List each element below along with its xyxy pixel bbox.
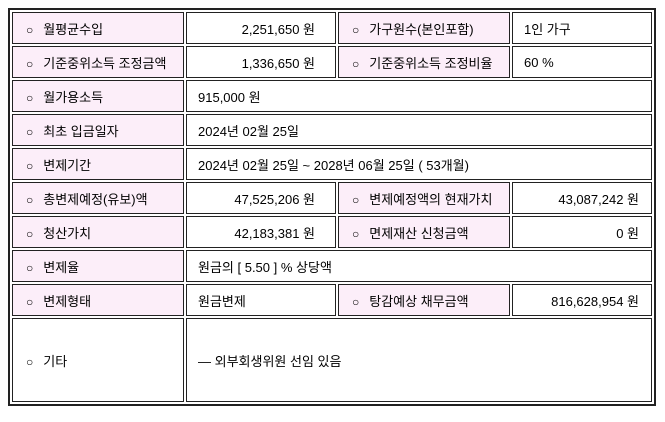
label-text: 기준중위소득 조정비율 bbox=[369, 55, 493, 71]
table-row: ○ 월가용소득 915,000 원 bbox=[12, 80, 652, 112]
circle-bullet-icon: ○ bbox=[352, 294, 360, 309]
circle-bullet-icon: ○ bbox=[352, 22, 360, 37]
table-row: ○ 최초 입금일자 2024년 02월 25일 bbox=[12, 114, 652, 146]
circle-bullet-icon: ○ bbox=[352, 56, 360, 71]
value-median-income-adjust-amount: 1,336,650 원 bbox=[186, 46, 336, 78]
label-text: 변제율 bbox=[43, 259, 80, 275]
value-monthly-avg-income: 2,251,650 원 bbox=[186, 12, 336, 44]
value-repayment-period: 2024년 02월 25일 ~ 2028년 06월 25일 ( 53개월) bbox=[186, 148, 652, 180]
table-row: ○ 총변제예정(유보)액 47,525,206 원 ○ 변제예정액의 현재가치 43… bbox=[12, 182, 652, 214]
label-text: 탕감예상 채무금액 bbox=[369, 293, 469, 309]
label-repayment-rate: ○ 변제율 bbox=[12, 250, 184, 282]
repayment-plan-summary-table: ○ 월평균수입 2,251,650 원 ○ 가구원수(본인포함) 1인 가구 ○ 기준… bbox=[8, 8, 656, 406]
label-text: 변제형태 bbox=[43, 293, 92, 309]
label-text: 총변제예정(유보)액 bbox=[43, 191, 148, 207]
label-household-size: ○ 가구원수(본인포함) bbox=[338, 12, 510, 44]
label-text: 청산가치 bbox=[43, 225, 92, 241]
label-text: 변제예정액의 현재가치 bbox=[369, 191, 493, 207]
circle-bullet-icon: ○ bbox=[26, 226, 34, 241]
circle-bullet-icon: ○ bbox=[352, 192, 360, 207]
label-etc: ○ 기타 bbox=[12, 318, 184, 402]
value-first-deposit-date: 2024년 02월 25일 bbox=[186, 114, 652, 146]
value-monthly-disposable-income: 915,000 원 bbox=[186, 80, 652, 112]
label-text: 기준중위소득 조정금액 bbox=[43, 55, 167, 71]
circle-bullet-icon: ○ bbox=[26, 90, 34, 105]
circle-bullet-icon: ○ bbox=[352, 226, 360, 241]
circle-bullet-icon: ○ bbox=[26, 56, 34, 71]
value-liquidation-value: 42,183,381 원 bbox=[186, 216, 336, 248]
label-median-income-adjust-amount: ○ 기준중위소득 조정금액 bbox=[12, 46, 184, 78]
circle-bullet-icon: ○ bbox=[26, 158, 34, 173]
label-liquidation-value: ○ 청산가치 bbox=[12, 216, 184, 248]
value-etc: — 외부회생위원 선임 있음 bbox=[186, 318, 652, 402]
label-text: 월평균수입 bbox=[43, 21, 104, 37]
label-monthly-disposable-income: ○ 월가용소득 bbox=[12, 80, 184, 112]
value-household-size: 1인 가구 bbox=[512, 12, 652, 44]
label-text: 가구원수(본인포함) bbox=[369, 21, 474, 37]
table-row: ○ 변제기간 2024년 02월 25일 ~ 2028년 06월 25일 ( 53… bbox=[12, 148, 652, 180]
circle-bullet-icon: ○ bbox=[26, 294, 34, 309]
label-repayment-period: ○ 변제기간 bbox=[12, 148, 184, 180]
label-first-deposit-date: ○ 최초 입금일자 bbox=[12, 114, 184, 146]
table-row: ○ 변제율 원금의 [ 5.50 ] % 상당액 bbox=[12, 250, 652, 282]
label-expected-debt-writeoff: ○ 탕감예상 채무금액 bbox=[338, 284, 510, 316]
table-row: ○ 월평균수입 2,251,650 원 ○ 가구원수(본인포함) 1인 가구 bbox=[12, 12, 652, 44]
circle-bullet-icon: ○ bbox=[26, 124, 34, 139]
label-text: 최초 입금일자 bbox=[43, 123, 119, 139]
value-total-expected-repayment: 47,525,206 원 bbox=[186, 182, 336, 214]
circle-bullet-icon: ○ bbox=[26, 192, 34, 207]
label-text: 변제기간 bbox=[43, 157, 92, 173]
label-median-income-adjust-ratio: ○ 기준중위소득 조정비율 bbox=[338, 46, 510, 78]
table-row: ○ 변제형태 원금변제 ○ 탕감예상 채무금액 816,628,954 원 bbox=[12, 284, 652, 316]
circle-bullet-icon: ○ bbox=[26, 22, 34, 37]
table-row: ○ 기타 — 외부회생위원 선임 있음 bbox=[12, 318, 652, 402]
label-total-expected-repayment: ○ 총변제예정(유보)액 bbox=[12, 182, 184, 214]
value-repayment-present-value: 43,087,242 원 bbox=[512, 182, 652, 214]
value-median-income-adjust-ratio: 60 % bbox=[512, 46, 652, 78]
label-exempt-property-request: ○ 면제재산 신청금액 bbox=[338, 216, 510, 248]
label-monthly-avg-income: ○ 월평균수입 bbox=[12, 12, 184, 44]
value-exempt-property-request: 0 원 bbox=[512, 216, 652, 248]
table-row: ○ 청산가치 42,183,381 원 ○ 면제재산 신청금액 0 원 bbox=[12, 216, 652, 248]
circle-bullet-icon: ○ bbox=[26, 354, 34, 369]
label-text: 기타 bbox=[43, 353, 68, 369]
value-repayment-form: 원금변제 bbox=[186, 284, 336, 316]
label-repayment-present-value: ○ 변제예정액의 현재가치 bbox=[338, 182, 510, 214]
label-text: 월가용소득 bbox=[43, 89, 104, 105]
table-row: ○ 기준중위소득 조정금액 1,336,650 원 ○ 기준중위소득 조정비율 60… bbox=[12, 46, 652, 78]
label-repayment-form: ○ 변제형태 bbox=[12, 284, 184, 316]
value-expected-debt-writeoff: 816,628,954 원 bbox=[512, 284, 652, 316]
value-repayment-rate: 원금의 [ 5.50 ] % 상당액 bbox=[186, 250, 652, 282]
circle-bullet-icon: ○ bbox=[26, 260, 34, 275]
label-text: 면제재산 신청금액 bbox=[369, 225, 469, 241]
